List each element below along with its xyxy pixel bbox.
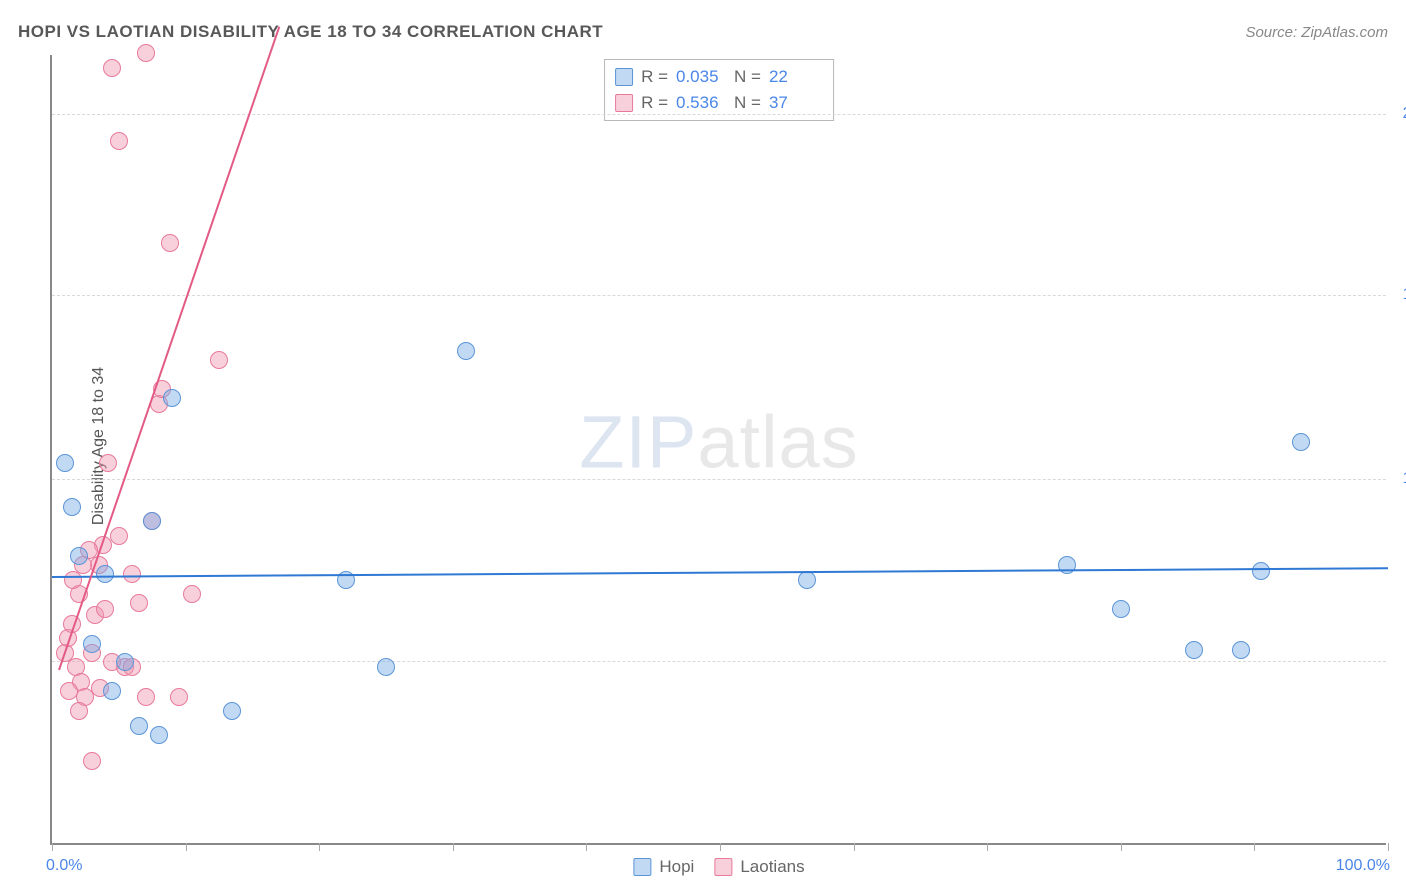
x-tick (720, 843, 721, 851)
x-tick (52, 843, 53, 851)
laotian-point (183, 585, 201, 603)
hopi-point (1252, 562, 1270, 580)
x-axis-max-label: 100.0% (1336, 857, 1390, 875)
laotian-point (110, 132, 128, 150)
plot-area: ZIPatlas R =0.035N =22R =0.536N =37 Hopi… (50, 55, 1386, 845)
x-tick (586, 843, 587, 851)
laotian-point (96, 600, 114, 618)
hopi-point (1232, 641, 1250, 659)
hopi-point (798, 571, 816, 589)
y-tick-label: 18.8% (1403, 286, 1406, 304)
laotian-point (83, 752, 101, 770)
laotian-point (123, 565, 141, 583)
hopi-point (1185, 641, 1203, 659)
laotian-point (137, 688, 155, 706)
laotian-point (99, 454, 117, 472)
hopi-point (1112, 600, 1130, 618)
hopi-point (116, 653, 134, 671)
hopi-swatch-icon (615, 68, 633, 86)
hopi-point (83, 635, 101, 653)
laotian-point (60, 682, 78, 700)
legend-item-hopi: Hopi (633, 857, 694, 877)
laotian-swatch-icon (714, 858, 732, 876)
laotian-point (70, 702, 88, 720)
gridline (52, 661, 1386, 662)
chart-header: HOPI VS LAOTIAN DISABILITY AGE 18 TO 34 … (18, 22, 1388, 42)
laotian-point (170, 688, 188, 706)
watermark: ZIPatlas (579, 400, 858, 485)
x-axis-min-label: 0.0% (46, 857, 82, 875)
laotian-point (210, 351, 228, 369)
laotian-swatch-icon (615, 94, 633, 112)
stats-legend: R =0.035N =22R =0.536N =37 (604, 59, 834, 121)
series-legend: Hopi Laotians (633, 857, 804, 877)
hopi-point (150, 726, 168, 744)
hopi-point (130, 717, 148, 735)
hopi-point (457, 342, 475, 360)
chart-source: Source: ZipAtlas.com (1245, 24, 1388, 41)
laotian-point (161, 234, 179, 252)
gridline (52, 114, 1386, 115)
hopi-point (56, 454, 74, 472)
legend-label: Laotians (740, 857, 804, 877)
gridline (52, 479, 1386, 480)
x-tick (1121, 843, 1122, 851)
x-tick (854, 843, 855, 851)
stats-legend-row: R =0.035N =22 (615, 64, 819, 90)
y-tick-label: 25.0% (1403, 105, 1406, 123)
hopi-trendline (52, 567, 1388, 578)
legend-label: Hopi (659, 857, 694, 877)
x-tick (319, 843, 320, 851)
hopi-point (96, 565, 114, 583)
chart-title: HOPI VS LAOTIAN DISABILITY AGE 18 TO 34 … (18, 22, 603, 42)
hopi-point (223, 702, 241, 720)
x-tick (1254, 843, 1255, 851)
hopi-swatch-icon (633, 858, 651, 876)
hopi-point (63, 498, 81, 516)
x-tick (1388, 843, 1389, 851)
hopi-point (103, 682, 121, 700)
legend-item-laotian: Laotians (714, 857, 804, 877)
stats-legend-row: R =0.536N =37 (615, 90, 819, 116)
laotian-point (137, 44, 155, 62)
hopi-point (377, 658, 395, 676)
hopi-point (70, 547, 88, 565)
hopi-point (163, 389, 181, 407)
gridline (52, 295, 1386, 296)
y-tick-label: 12.5% (1403, 470, 1406, 488)
laotian-point (103, 59, 121, 77)
x-tick (186, 843, 187, 851)
hopi-point (143, 512, 161, 530)
x-tick (453, 843, 454, 851)
laotian-point (110, 527, 128, 545)
hopi-point (1292, 433, 1310, 451)
laotian-point (130, 594, 148, 612)
x-tick (987, 843, 988, 851)
